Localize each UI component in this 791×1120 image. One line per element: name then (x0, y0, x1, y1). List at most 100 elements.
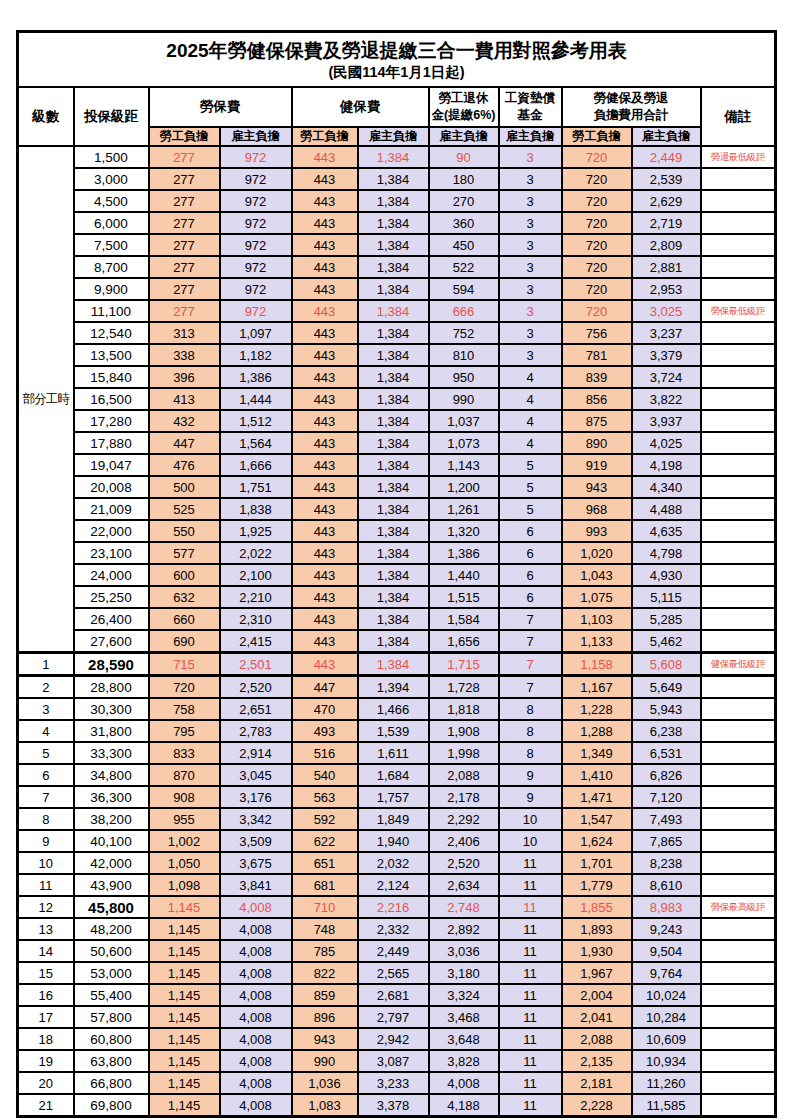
value-cell: 859 (292, 984, 358, 1006)
table-row: 13,5003381,1824431,38481037813,379 (18, 344, 776, 366)
value-cell: 972 (220, 300, 292, 322)
value-cell: 1,384 (358, 366, 429, 388)
value-cell: 2,881 (632, 256, 701, 278)
fee-comparison-table: 2025年勞健保保費及勞退提繳三合一費用對照參考用表 (民國114年1月1日起)… (16, 30, 777, 1118)
value-cell: 2,501 (220, 653, 292, 676)
value-cell: 781 (562, 344, 632, 366)
remark-cell (701, 1006, 776, 1028)
value-cell: 3 (499, 234, 562, 256)
value-cell: 443 (292, 476, 358, 498)
value-cell: 715 (149, 653, 220, 676)
bracket-cell: 4,500 (74, 190, 149, 212)
value-cell: 443 (292, 278, 358, 300)
value-cell: 577 (149, 542, 220, 564)
subheader-wage-fund-employer-share: 雇主負擔 (499, 127, 562, 146)
remark-cell (701, 984, 776, 1006)
value-cell: 2,942 (358, 1028, 429, 1050)
value-cell: 666 (429, 300, 499, 322)
value-cell: 1,908 (429, 720, 499, 742)
value-cell: 2,539 (632, 168, 701, 190)
value-cell: 11,260 (632, 1072, 701, 1094)
bracket-cell: 50,600 (74, 940, 149, 962)
value-cell: 1,384 (358, 520, 429, 542)
value-cell: 5,462 (632, 630, 701, 653)
value-cell: 2,809 (632, 234, 701, 256)
value-cell: 1,103 (562, 608, 632, 630)
table-row: 部分工時1,5002779724431,3849037202,449勞退最低級距 (18, 146, 776, 168)
value-cell: 7,865 (632, 830, 701, 852)
value-cell: 4,188 (429, 1094, 499, 1117)
value-cell: 943 (562, 476, 632, 498)
value-cell: 720 (562, 212, 632, 234)
value-cell: 1,779 (562, 874, 632, 896)
value-cell: 277 (149, 256, 220, 278)
level-cell: 21 (18, 1094, 74, 1117)
table-row: 9,9002779724431,38459437202,953 (18, 278, 776, 300)
remark-cell (701, 940, 776, 962)
value-cell: 1,261 (429, 498, 499, 520)
bracket-cell: 6,000 (74, 212, 149, 234)
value-cell: 968 (562, 498, 632, 520)
group-header-wage-fund: 工資墊償 基金 (499, 87, 562, 127)
value-cell: 1,930 (562, 940, 632, 962)
value-cell: 2,520 (429, 852, 499, 874)
bracket-cell: 9,900 (74, 278, 149, 300)
level-cell: 15 (18, 962, 74, 984)
value-cell: 1,384 (358, 608, 429, 630)
table-row: 26,4006602,3104431,3841,58471,1035,285 (18, 608, 776, 630)
remark-cell (701, 676, 776, 699)
bracket-cell: 69,800 (74, 1094, 149, 1117)
value-cell: 8 (499, 742, 562, 764)
value-cell: 1,182 (220, 344, 292, 366)
table-row: 1860,8001,1454,0089432,9423,648112,08810… (18, 1028, 776, 1050)
value-cell: 839 (562, 366, 632, 388)
value-cell: 2,124 (358, 874, 429, 896)
value-cell: 2,629 (632, 190, 701, 212)
value-cell: 6,238 (632, 720, 701, 742)
table-row: 16,5004131,4444431,38499048563,822 (18, 388, 776, 410)
bracket-cell: 24,000 (74, 564, 149, 586)
level-cell: 12 (18, 896, 74, 918)
value-cell: 1,037 (429, 410, 499, 432)
level-cell: 7 (18, 786, 74, 808)
col-header-bracket: 投保級距 (74, 87, 149, 146)
value-cell: 4 (499, 366, 562, 388)
value-cell: 1,925 (220, 520, 292, 542)
value-cell: 443 (292, 388, 358, 410)
value-cell: 1,384 (358, 410, 429, 432)
value-cell: 443 (292, 300, 358, 322)
remark-cell (701, 190, 776, 212)
table-row: 1042,0001,0503,6756512,0322,520111,7018,… (18, 852, 776, 874)
value-cell: 2,088 (562, 1028, 632, 1050)
level-cell: 11 (18, 874, 74, 896)
value-cell: 9,504 (632, 940, 701, 962)
value-cell: 4,798 (632, 542, 701, 564)
remark-cell (701, 168, 776, 190)
col-header-level: 級數 (18, 87, 74, 146)
bracket-cell: 3,000 (74, 168, 149, 190)
table-row: 25,2506322,2104431,3841,51561,0755,115 (18, 586, 776, 608)
value-cell: 443 (292, 564, 358, 586)
value-cell: 1,715 (429, 653, 499, 676)
level-cell: 16 (18, 984, 74, 1006)
value-cell: 1,384 (358, 630, 429, 653)
value-cell: 1,384 (358, 190, 429, 212)
remark-cell (701, 542, 776, 564)
value-cell: 972 (220, 278, 292, 300)
value-cell: 10,024 (632, 984, 701, 1006)
value-cell: 4,488 (632, 498, 701, 520)
value-cell: 7 (499, 676, 562, 699)
value-cell: 1,145 (149, 1006, 220, 1028)
bracket-cell: 28,590 (74, 653, 149, 676)
table-row: 1553,0001,1454,0088222,5653,180111,9679,… (18, 962, 776, 984)
value-cell: 277 (149, 190, 220, 212)
value-cell: 1,384 (358, 300, 429, 322)
bracket-cell: 19,047 (74, 454, 149, 476)
value-cell: 795 (149, 720, 220, 742)
col-header-remark: 備註 (701, 87, 776, 146)
remark-cell (701, 432, 776, 454)
value-cell: 2,088 (429, 764, 499, 786)
value-cell: 1,384 (358, 168, 429, 190)
value-cell: 1,145 (149, 1050, 220, 1072)
value-cell: 1,384 (358, 322, 429, 344)
